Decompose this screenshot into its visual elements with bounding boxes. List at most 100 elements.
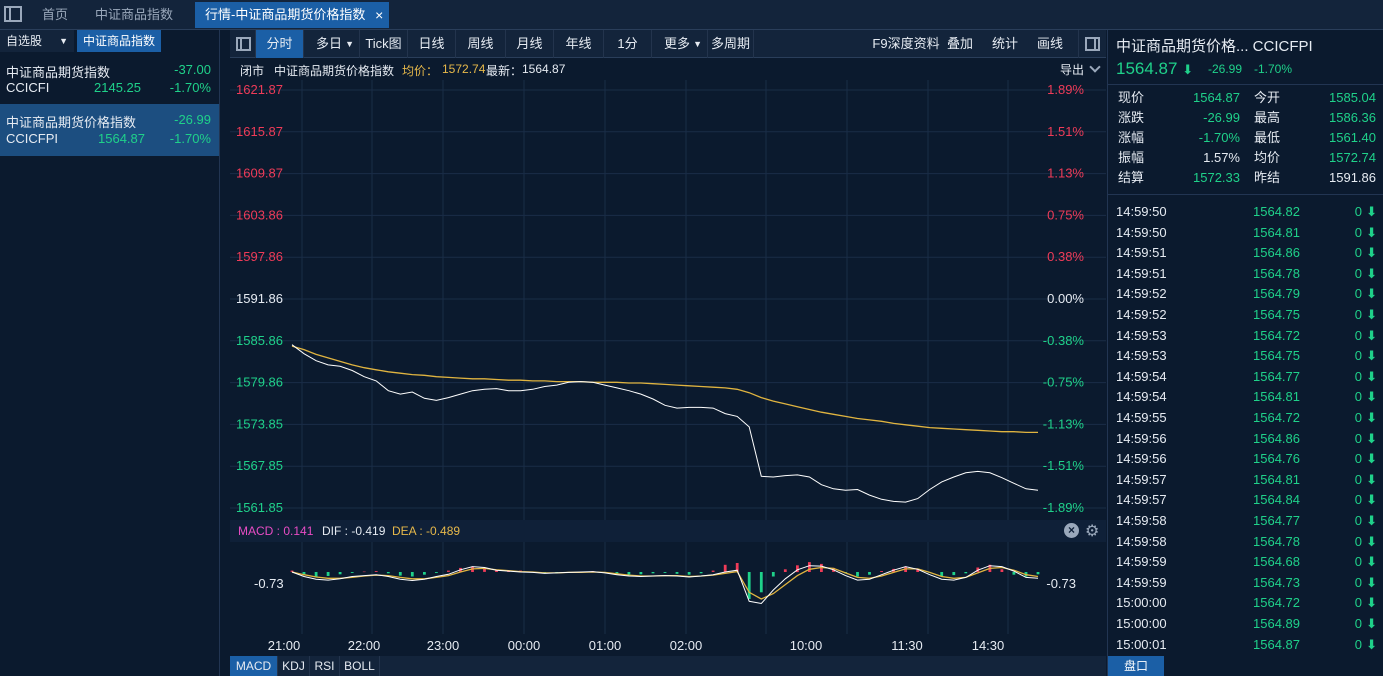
tick-volume: 0 (1354, 616, 1362, 631)
stats-button[interactable]: 统计 (991, 36, 1018, 51)
macd-hist-bar (796, 565, 799, 573)
down-arrow-icon: ⬇ (1366, 616, 1377, 631)
macd-hist-bar (808, 562, 811, 572)
tab-rsi[interactable]: RSI (310, 656, 340, 676)
tab-active-quote[interactable]: 行情-中证商品期货价格指数 × (195, 2, 390, 28)
gear-icon[interactable]: ⚙ (1085, 523, 1100, 540)
pct-tick-label: -0.38% (1043, 333, 1085, 348)
chevron-down-icon (1089, 61, 1102, 73)
tick-row: 14:59:58 1564.78 0 ⬇ (1108, 532, 1383, 553)
tab-boll[interactable]: BOLL (340, 656, 380, 676)
tick-row: 15:00:00 1564.72 0 ⬇ (1108, 593, 1383, 614)
price-chart[interactable]: 1621.87 1.89% 1615.87 1.51% 1609.87 1.13% 1603… (230, 80, 1106, 520)
close-icon[interactable]: × (1064, 523, 1079, 538)
tab-watchlist[interactable]: 自选股 ▼ (0, 30, 74, 52)
down-arrow-icon: ⬇ (1366, 554, 1377, 570)
tick-time: 14:59:56 (1116, 451, 1167, 467)
tab-multi-period[interactable]: 多周期 (708, 30, 754, 58)
item-pct: -1.70% (169, 131, 211, 146)
tick-volume: 0 (1354, 492, 1362, 508)
tab-commodity-index[interactable]: 中证商品指数 (95, 7, 174, 22)
tick-row: 14:59:52 1564.79 0 ⬇ (1108, 284, 1383, 305)
tick-time: 15:00:00 (1116, 616, 1167, 631)
tab-active-label: 行情-中证商品期货价格指数 (205, 7, 366, 22)
x-tick-label: 14:30 (972, 638, 1005, 653)
macd-hist-bar (880, 571, 883, 572)
down-arrow-icon: ⬇ (1366, 636, 1377, 652)
list-item[interactable]: 中证商品期货指数 -37.00 CCICFI 2145.25 -1.70% (0, 58, 219, 108)
down-arrow-icon: ⬇ (1366, 389, 1377, 405)
tick-volume: 0 (1354, 245, 1362, 261)
down-arrow-icon: ⬇ (1366, 245, 1377, 261)
sidebar-toggle-icon[interactable] (230, 30, 256, 58)
tab-order-book[interactable]: 盘口 (1108, 656, 1164, 676)
chevron-down-icon: ▼ (59, 36, 68, 46)
tab-macd[interactable]: MACD (230, 656, 278, 676)
panel-toggle-icon[interactable] (1078, 30, 1106, 58)
window-icon[interactable] (4, 6, 22, 22)
quote-label: 均价 (1254, 150, 1281, 165)
tick-volume: 0 (1354, 224, 1362, 240)
quote-value: 1586.36 (1329, 110, 1376, 125)
tick-price: 1564.79 (1253, 286, 1300, 302)
pct-tick-label: 0.38% (1047, 249, 1084, 264)
tab-tick[interactable]: Tick图 (360, 30, 408, 58)
x-tick-label: 11:30 (891, 638, 923, 653)
tab-commodity-list[interactable]: 中证商品指数 (77, 30, 162, 52)
tab-monthly[interactable]: 月线 (506, 30, 554, 58)
tick-price: 1564.72 (1253, 327, 1300, 343)
quote-label: 涨跌 (1118, 110, 1145, 125)
quote-label: 振幅 (1118, 150, 1145, 165)
list-item-selected[interactable]: 中证商品期货价格指数 -26.99 CCICFPI 1564.87 -1.70% (0, 104, 219, 156)
tab-daily[interactable]: 日线 (408, 30, 456, 58)
quote-value: 1561.40 (1329, 130, 1376, 145)
quote-title: 中证商品期货价格... CCICFPI (1116, 38, 1313, 55)
macd-hist-bar (495, 570, 498, 572)
tab-1min[interactable]: 1分 (604, 30, 652, 58)
quote-value: 1.57% (1203, 150, 1240, 165)
y-tick-label: 1567.85 (236, 458, 283, 473)
tab-kdj[interactable]: KDJ (278, 656, 310, 676)
macd-label: MACD : 0.141 (238, 524, 314, 538)
y-tick-label: 1561.85 (236, 500, 283, 515)
tick-volume: 0 (1354, 471, 1362, 487)
x-tick-label: 02:00 (670, 638, 703, 653)
tick-row: 14:59:50 1564.82 0 ⬇ (1108, 202, 1383, 223)
tab-home[interactable]: 首页 (42, 7, 69, 22)
overlay-button[interactable]: 叠加 (946, 36, 973, 51)
f9-button[interactable]: F9深度资料 (872, 36, 940, 51)
macd-hist-bar (639, 572, 643, 575)
tick-row: 14:59:53 1564.75 0 ⬇ (1108, 346, 1383, 367)
x-tick-label: 23:00 (427, 638, 460, 653)
macd-hist-bar (374, 571, 378, 572)
macd-hist-bar (675, 572, 679, 574)
tab-intraday[interactable]: 分时 (256, 30, 304, 58)
item-change: -37.00 (174, 62, 211, 77)
tick-price: 1564.75 (1253, 348, 1300, 364)
macd-hist-bar (952, 572, 956, 576)
y-tick-label: 1597.86 (236, 249, 283, 264)
tab-weekly[interactable]: 周线 (456, 30, 506, 58)
macd-hist-bar (868, 572, 871, 575)
y-tick-label: 1615.87 (236, 124, 283, 139)
draw-button[interactable]: 画线 (1036, 36, 1063, 51)
tab-more[interactable]: 更多 ▼ (652, 30, 708, 58)
last-label: 最新： (486, 64, 523, 78)
macd-chart[interactable]: -0.73 -0.73 (230, 542, 1106, 634)
tab-yearly[interactable]: 年线 (554, 30, 604, 58)
tick-row: 14:59:53 1564.72 0 ⬇ (1108, 326, 1383, 347)
macd-hist-bar (940, 572, 944, 576)
tab-multi-day[interactable]: 多日 ▼ (304, 30, 360, 58)
export-button[interactable]: 导出 (1060, 61, 1102, 78)
chart-toolbar: 分时 多日 ▼ Tick图 日线 周线 月线 年线 1分 更多 ▼ 多周期 F9深度… (230, 30, 1106, 58)
tick-price: 1564.86 (1253, 430, 1300, 446)
chevron-down-icon: ▼ (693, 39, 702, 49)
avg-label: 均价： (402, 64, 439, 78)
close-icon[interactable]: × (375, 7, 384, 23)
tick-time: 14:59:51 (1116, 245, 1167, 261)
y-tick-label: 1573.85 (236, 416, 283, 431)
tick-row: 14:59:59 1564.73 0 ⬇ (1108, 573, 1383, 594)
tick-time: 14:59:52 (1116, 286, 1167, 302)
macd-hist-bar (290, 570, 294, 572)
tick-volume: 0 (1354, 554, 1362, 570)
